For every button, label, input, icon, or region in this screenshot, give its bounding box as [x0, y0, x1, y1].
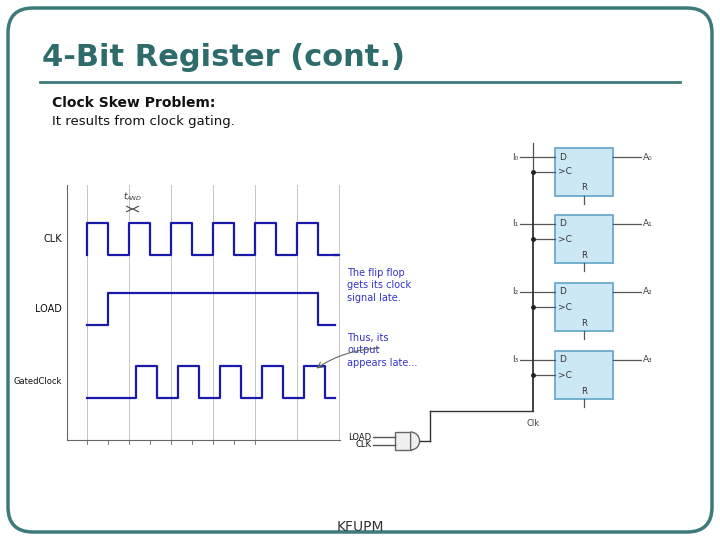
FancyBboxPatch shape [555, 351, 613, 399]
Text: I₂: I₂ [512, 287, 518, 296]
Text: Clk: Clk [526, 419, 539, 428]
Text: >C: >C [558, 167, 572, 177]
Text: >C: >C [558, 370, 572, 380]
Text: GatedClock: GatedClock [14, 377, 62, 387]
Wedge shape [410, 432, 420, 450]
Text: A₃: A₃ [643, 355, 653, 364]
Text: D: D [559, 152, 566, 161]
Text: R: R [581, 184, 587, 192]
Text: CLK: CLK [355, 441, 371, 449]
Text: R: R [581, 251, 587, 260]
Text: CLK: CLK [43, 234, 62, 244]
FancyBboxPatch shape [555, 215, 613, 263]
Text: I₁: I₁ [512, 219, 518, 228]
Text: D: D [559, 287, 566, 296]
Text: The flip flop
gets its clock
signal late.: The flip flop gets its clock signal late… [347, 268, 411, 303]
Text: >C: >C [558, 302, 572, 312]
Text: R: R [581, 319, 587, 327]
Text: LOAD: LOAD [348, 433, 371, 442]
Text: A₀: A₀ [643, 152, 653, 161]
Text: Thus, its
output
appears late...: Thus, its output appears late... [347, 333, 418, 368]
Text: Clock Skew Problem:: Clock Skew Problem: [52, 96, 215, 110]
FancyBboxPatch shape [555, 148, 613, 196]
Text: A₂: A₂ [643, 287, 653, 296]
Text: LOAD: LOAD [35, 304, 62, 314]
Text: >C: >C [558, 234, 572, 244]
Text: It results from clock gating.: It results from clock gating. [52, 116, 235, 129]
FancyBboxPatch shape [8, 8, 712, 532]
FancyBboxPatch shape [395, 432, 410, 450]
Text: R: R [581, 387, 587, 395]
Text: 4-Bit Register (cont.): 4-Bit Register (cont.) [42, 44, 405, 72]
Text: I₃: I₃ [512, 355, 518, 364]
Text: I₀: I₀ [512, 152, 518, 161]
FancyBboxPatch shape [555, 283, 613, 331]
Text: D: D [559, 219, 566, 228]
Text: D: D [559, 355, 566, 364]
Text: $t_{AND}$: $t_{AND}$ [123, 191, 142, 203]
Text: KFUPM: KFUPM [336, 520, 384, 534]
Text: A₁: A₁ [643, 219, 653, 228]
